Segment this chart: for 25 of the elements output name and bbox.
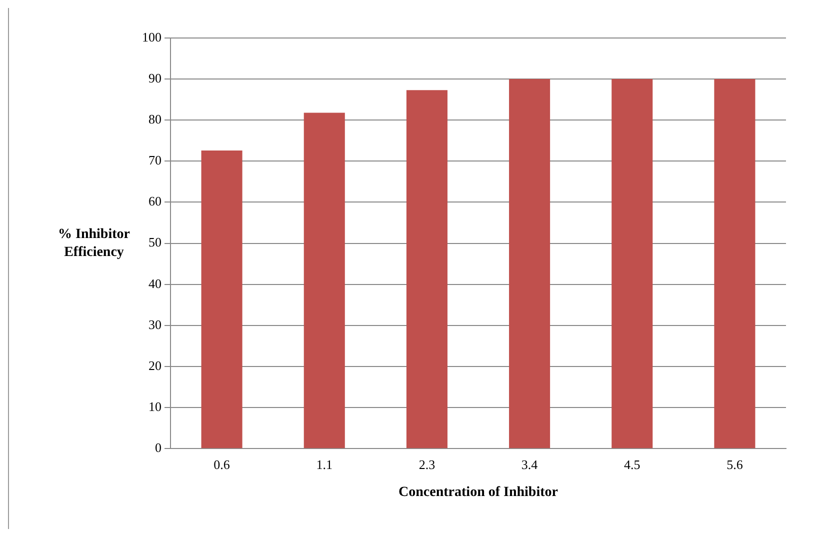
- x-tick-label: 3.4: [521, 456, 538, 472]
- x-tick-label: 2.3: [418, 456, 436, 472]
- y-tick-label: 20: [148, 358, 162, 373]
- y-tick-label: 10: [148, 398, 162, 414]
- x-axis-title: Concentration of Inhibitor: [398, 485, 558, 500]
- y-tick-label: 100: [142, 29, 162, 44]
- y-tick-label: 70: [148, 152, 162, 168]
- x-tick-label: 4.5: [624, 456, 640, 472]
- x-tick-label: 5.6: [726, 456, 744, 472]
- bar: [201, 150, 242, 448]
- y-tick-label: 0: [155, 440, 162, 456]
- y-tick-label: 60: [148, 194, 162, 209]
- x-tick-label: 1.1: [316, 456, 332, 472]
- y-tick-label: 30: [148, 316, 162, 332]
- x-tick-label: 0.6: [214, 456, 230, 472]
- y-tick-label: 40: [148, 276, 162, 291]
- y-tick-label: 90: [148, 70, 162, 86]
- bar: [612, 79, 653, 448]
- y-tick-label: 50: [148, 234, 162, 250]
- y-tick-label: 80: [148, 112, 162, 127]
- bar: [406, 90, 448, 448]
- bar: [509, 79, 550, 448]
- bar: [304, 112, 345, 448]
- y-axis-title: % Inhibitor Efficiency: [58, 226, 130, 260]
- bar: [714, 79, 756, 448]
